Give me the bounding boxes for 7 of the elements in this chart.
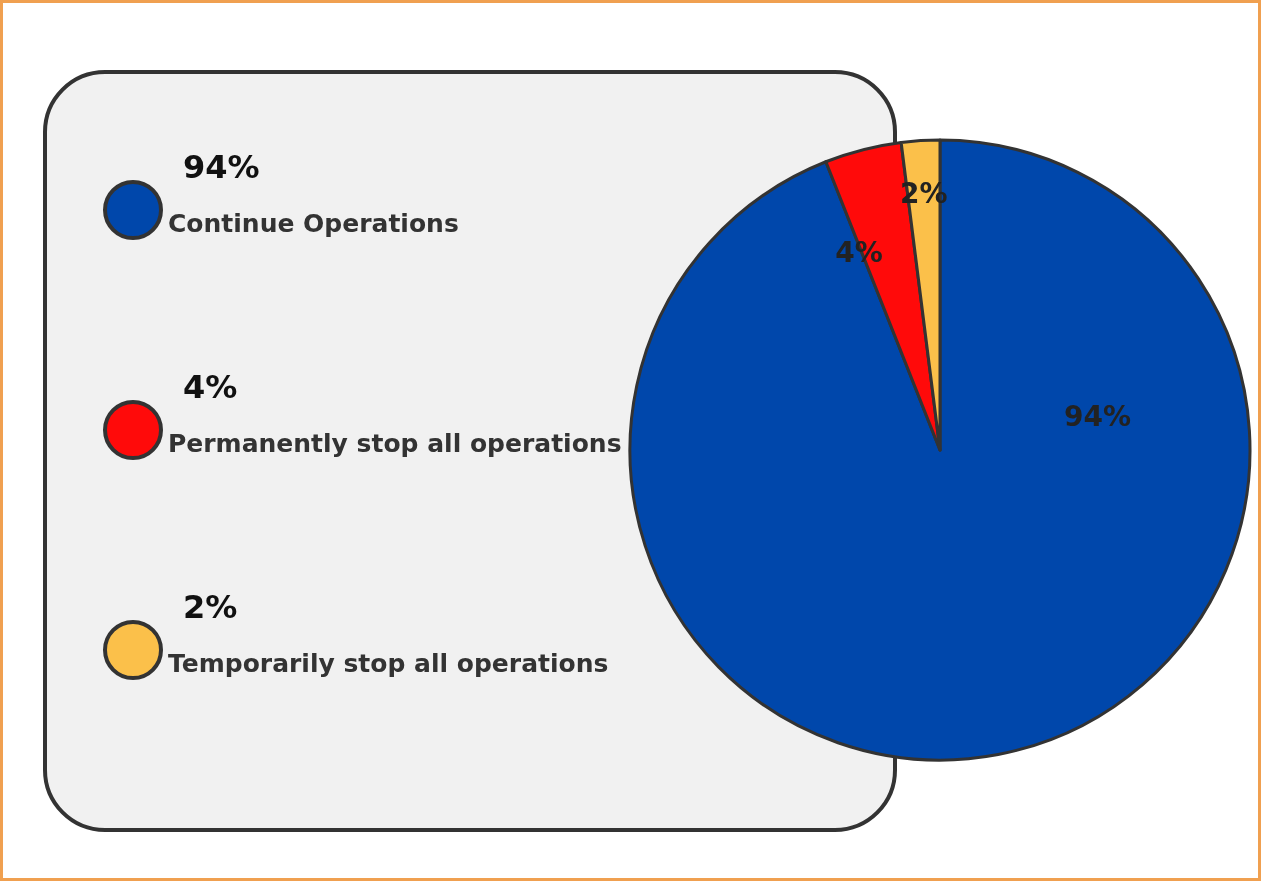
legend-label: Temporarily stop all operations [168, 649, 609, 678]
text: 2% [183, 588, 238, 626]
legend-label: Continue Operations [168, 209, 459, 238]
text: 94% [183, 148, 260, 186]
legend-label: Permanently stop all operations [168, 429, 622, 458]
text: 4% [183, 368, 238, 406]
data-label: 94% [1064, 400, 1132, 434]
